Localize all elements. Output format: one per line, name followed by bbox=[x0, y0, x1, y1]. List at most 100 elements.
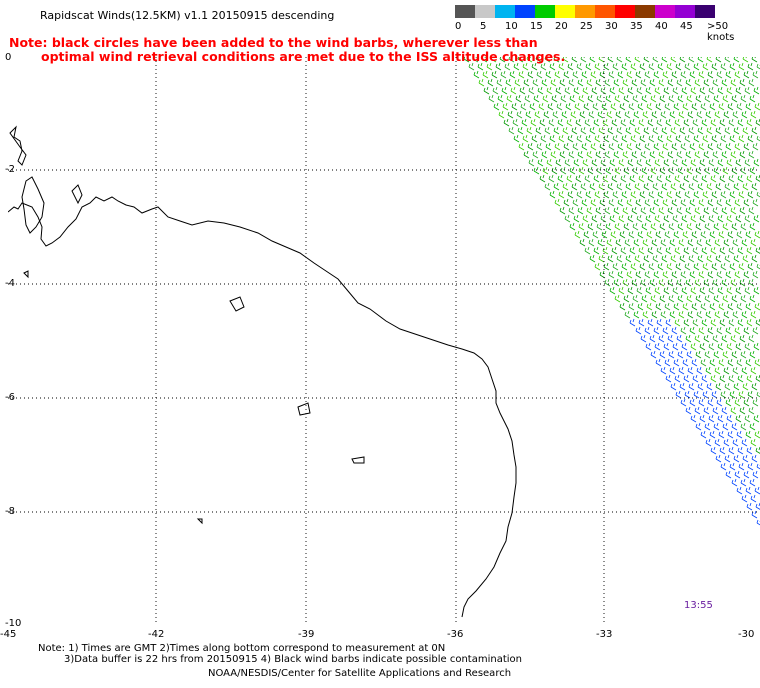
wind-barb bbox=[693, 134, 700, 143]
wind-barb bbox=[740, 478, 747, 487]
wind-barb bbox=[723, 438, 730, 447]
wind-barb bbox=[473, 70, 480, 79]
wind-barb bbox=[723, 366, 730, 375]
wind-barb bbox=[677, 94, 684, 103]
wind-barb bbox=[650, 166, 657, 175]
wind-barb bbox=[590, 142, 597, 151]
wind-barb bbox=[648, 190, 655, 199]
wind-barb bbox=[745, 302, 752, 311]
wind-barb bbox=[666, 134, 673, 143]
wind-barb bbox=[644, 70, 651, 79]
contamination-note-line1: Note: black circles have been added to t… bbox=[9, 35, 538, 50]
wind-barb bbox=[499, 57, 506, 63]
wind-barb bbox=[750, 238, 757, 247]
wind-barb bbox=[698, 398, 705, 407]
wind-barb bbox=[677, 166, 684, 175]
wind-barb bbox=[539, 174, 546, 183]
coastline bbox=[8, 125, 517, 618]
wind-barb bbox=[685, 78, 692, 87]
wind-barb bbox=[709, 102, 716, 111]
wind-barb bbox=[604, 78, 611, 87]
wind-barb bbox=[737, 174, 744, 183]
wind-barb bbox=[697, 254, 704, 263]
wind-barb bbox=[658, 278, 665, 287]
wind-barb bbox=[590, 70, 597, 79]
wind-barb bbox=[673, 102, 680, 111]
wind-barb bbox=[629, 318, 636, 327]
wind-barb bbox=[650, 350, 657, 359]
wind-barb bbox=[733, 182, 740, 191]
wind-barb bbox=[525, 110, 532, 119]
legend-swatch bbox=[615, 5, 635, 18]
wind-barb bbox=[746, 246, 753, 255]
wind-barb bbox=[702, 134, 709, 143]
wind-barb bbox=[745, 430, 752, 439]
wind-barb bbox=[693, 62, 700, 71]
wind-barb bbox=[533, 94, 540, 103]
wind-barb bbox=[568, 206, 575, 215]
wind-barb bbox=[673, 358, 680, 367]
wind-barb bbox=[673, 302, 680, 311]
wind-barb bbox=[689, 198, 696, 207]
wind-barb bbox=[725, 470, 732, 479]
wind-barb bbox=[638, 246, 645, 255]
wind-barb bbox=[674, 318, 681, 327]
wind-barb bbox=[564, 86, 571, 95]
wind-barb bbox=[687, 238, 694, 247]
wind-barb bbox=[481, 57, 488, 63]
wind-barb bbox=[723, 110, 730, 119]
wind-barb bbox=[642, 310, 649, 319]
wind-barb bbox=[553, 126, 560, 135]
wind-barb bbox=[698, 326, 705, 335]
wind-barb bbox=[647, 174, 654, 183]
wind-barb bbox=[608, 270, 615, 279]
wind-barb bbox=[639, 134, 646, 143]
footer-note-line2: 3)Data buffer is 22 hrs from 20150915 4)… bbox=[64, 654, 522, 665]
wind-barb bbox=[668, 166, 675, 175]
wind-barb bbox=[625, 254, 632, 263]
wind-barb bbox=[656, 118, 663, 127]
wind-barb bbox=[676, 150, 683, 159]
wind-barb bbox=[584, 174, 591, 183]
wind-barb bbox=[737, 246, 744, 255]
wind-barb bbox=[679, 182, 686, 191]
wind-barb bbox=[743, 470, 750, 479]
wind-barb bbox=[683, 118, 690, 127]
wind-barb bbox=[727, 430, 734, 439]
wind-barb bbox=[697, 126, 704, 135]
wind-barb bbox=[716, 398, 723, 407]
wind-barb bbox=[675, 390, 682, 399]
wind-barb bbox=[659, 294, 666, 303]
wind-barb bbox=[513, 62, 520, 71]
wind-barb bbox=[696, 310, 703, 319]
wind-barb bbox=[715, 454, 722, 463]
wind-barb bbox=[713, 222, 720, 231]
wind-barb bbox=[680, 326, 687, 335]
wind-barb bbox=[501, 86, 508, 95]
wind-barb bbox=[650, 294, 657, 303]
wind-barb bbox=[617, 70, 624, 79]
wind-barb bbox=[603, 190, 610, 199]
wind-barb bbox=[707, 198, 714, 207]
wind-barb bbox=[627, 286, 634, 295]
wind-barb bbox=[578, 166, 585, 175]
wind-barb bbox=[749, 422, 756, 431]
wind-barb bbox=[596, 94, 603, 103]
wind-barb bbox=[515, 94, 522, 103]
wind-barb bbox=[622, 206, 629, 215]
wind-barb bbox=[550, 150, 557, 159]
wind-barb bbox=[626, 142, 633, 151]
wind-barb bbox=[580, 182, 587, 191]
wind-barb bbox=[574, 230, 581, 239]
wind-barb bbox=[577, 150, 584, 159]
wind-barb bbox=[568, 150, 575, 159]
wind-barb bbox=[692, 246, 699, 255]
wind-barb bbox=[743, 398, 750, 407]
wind-barb bbox=[677, 294, 684, 303]
wind-barb bbox=[744, 86, 751, 95]
wind-barb bbox=[482, 70, 489, 79]
wind-barb bbox=[754, 430, 760, 439]
wind-barb bbox=[576, 134, 583, 143]
wind-barb bbox=[649, 278, 656, 287]
wind-barb bbox=[730, 78, 737, 87]
